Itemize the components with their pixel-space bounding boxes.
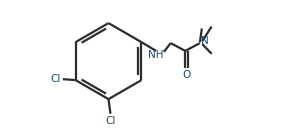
Text: Cl: Cl	[105, 116, 116, 126]
Text: O: O	[182, 70, 190, 80]
Text: N: N	[201, 36, 209, 46]
Text: Cl: Cl	[51, 74, 61, 84]
Text: NH: NH	[148, 50, 164, 60]
